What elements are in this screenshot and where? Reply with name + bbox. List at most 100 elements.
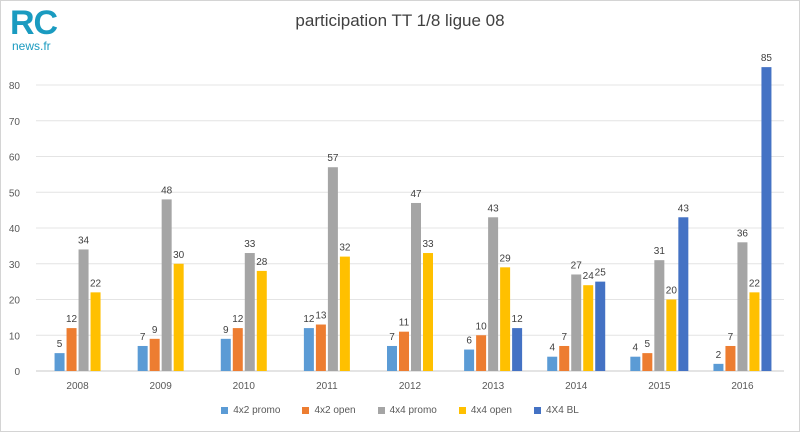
data-label: 4 bbox=[633, 343, 639, 354]
bar bbox=[583, 285, 594, 371]
y-tick-label: 0 bbox=[14, 367, 20, 378]
chart-legend: 4x2 promo 4x2 open 4x4 promo 4x4 open 4X4 BL bbox=[0, 405, 800, 416]
legend-item: 4x4 open bbox=[458, 405, 512, 416]
y-tick-label: 80 bbox=[9, 81, 21, 92]
bar bbox=[423, 253, 433, 371]
bar bbox=[571, 274, 582, 371]
data-label: 7 bbox=[140, 332, 146, 343]
legend-swatch bbox=[221, 407, 229, 414]
bar bbox=[464, 349, 475, 371]
bar bbox=[749, 292, 760, 371]
bar bbox=[595, 281, 606, 371]
bar bbox=[630, 356, 641, 371]
data-label: 12 bbox=[303, 314, 315, 325]
data-label: 27 bbox=[571, 260, 583, 271]
bar bbox=[678, 217, 689, 371]
data-label: 20 bbox=[666, 286, 678, 297]
data-label: 4 bbox=[549, 343, 555, 354]
y-tick-label: 70 bbox=[9, 117, 21, 128]
data-label: 11 bbox=[399, 318, 410, 329]
data-label: 24 bbox=[583, 271, 595, 282]
bar bbox=[387, 345, 397, 371]
x-tick-label: 2015 bbox=[648, 381, 671, 392]
y-tick-label: 20 bbox=[9, 296, 21, 307]
legend-item: 4x2 open bbox=[302, 405, 356, 416]
bar bbox=[725, 345, 736, 371]
y-tick-label: 10 bbox=[9, 331, 21, 342]
data-label: 7 bbox=[389, 332, 395, 343]
data-label: 6 bbox=[466, 336, 472, 347]
bar bbox=[399, 331, 409, 371]
rcnews-logo: RC news.fr bbox=[10, 6, 76, 54]
data-label: 33 bbox=[422, 239, 434, 250]
legend-item: 4x2 promo bbox=[221, 405, 280, 416]
bar bbox=[737, 242, 748, 371]
x-tick-label: 2009 bbox=[150, 381, 173, 392]
logo-sub-text: news.fr bbox=[12, 39, 51, 53]
bar bbox=[149, 338, 160, 371]
bar bbox=[476, 335, 487, 371]
bar bbox=[303, 328, 314, 371]
legend-swatch bbox=[534, 407, 541, 414]
bar bbox=[339, 256, 350, 371]
data-label: 28 bbox=[256, 257, 268, 268]
data-label: 36 bbox=[737, 228, 749, 239]
data-label: 29 bbox=[500, 253, 512, 264]
x-tick-label: 2016 bbox=[731, 381, 754, 392]
bar bbox=[220, 338, 231, 371]
bar bbox=[256, 270, 267, 371]
data-label: 7 bbox=[561, 332, 567, 343]
data-label: 34 bbox=[78, 235, 90, 246]
bar bbox=[512, 328, 523, 371]
data-label: 43 bbox=[488, 203, 500, 214]
chart-title: participation TT 1/8 ligue 08 bbox=[295, 11, 505, 30]
data-label: 10 bbox=[476, 321, 488, 332]
bar bbox=[78, 249, 89, 371]
legend-label: 4x2 open bbox=[314, 405, 356, 416]
bar bbox=[411, 202, 421, 371]
bar bbox=[666, 299, 677, 371]
data-label: 30 bbox=[173, 250, 185, 261]
y-tick-label: 40 bbox=[9, 224, 21, 235]
data-label: 9 bbox=[152, 325, 158, 336]
data-label: 85 bbox=[761, 53, 773, 64]
data-label: 48 bbox=[161, 185, 173, 196]
data-label: 25 bbox=[595, 268, 607, 279]
x-tick-label: 2011 bbox=[316, 381, 338, 392]
x-tick-label: 2012 bbox=[399, 381, 422, 392]
data-label: 47 bbox=[410, 189, 422, 200]
bar bbox=[642, 353, 653, 371]
bar bbox=[654, 260, 665, 371]
data-label: 12 bbox=[66, 314, 78, 325]
bar bbox=[90, 292, 101, 371]
data-label: 31 bbox=[654, 246, 666, 257]
legend-item: 4x4 promo bbox=[377, 405, 437, 416]
y-tick-label: 60 bbox=[9, 153, 21, 164]
legend-item: 4X4 BL bbox=[534, 405, 579, 416]
y-tick-label: 30 bbox=[9, 260, 21, 271]
data-label: 22 bbox=[90, 278, 102, 289]
legend-label: 4x4 promo bbox=[389, 405, 437, 416]
bar bbox=[488, 217, 499, 371]
bar bbox=[713, 363, 724, 371]
legend-label: 4x2 promo bbox=[233, 405, 281, 416]
data-label: 13 bbox=[315, 311, 327, 322]
data-label: 32 bbox=[339, 243, 351, 254]
legend-label: 4X4 BL bbox=[546, 405, 579, 416]
bar bbox=[500, 267, 511, 371]
y-tick-label: 50 bbox=[9, 188, 21, 199]
logo-main-text: RC bbox=[10, 4, 58, 42]
bar bbox=[66, 328, 77, 371]
data-label: 9 bbox=[223, 325, 229, 336]
data-label: 12 bbox=[232, 314, 244, 325]
data-label: 43 bbox=[678, 203, 690, 214]
data-label: 2 bbox=[716, 350, 722, 361]
bar bbox=[137, 345, 148, 371]
bar bbox=[559, 345, 570, 371]
legend-label: 4x4 open bbox=[470, 405, 512, 416]
bar bbox=[327, 167, 338, 371]
bar bbox=[244, 253, 255, 371]
x-tick-label: 2010 bbox=[233, 381, 256, 392]
bar bbox=[173, 263, 184, 371]
